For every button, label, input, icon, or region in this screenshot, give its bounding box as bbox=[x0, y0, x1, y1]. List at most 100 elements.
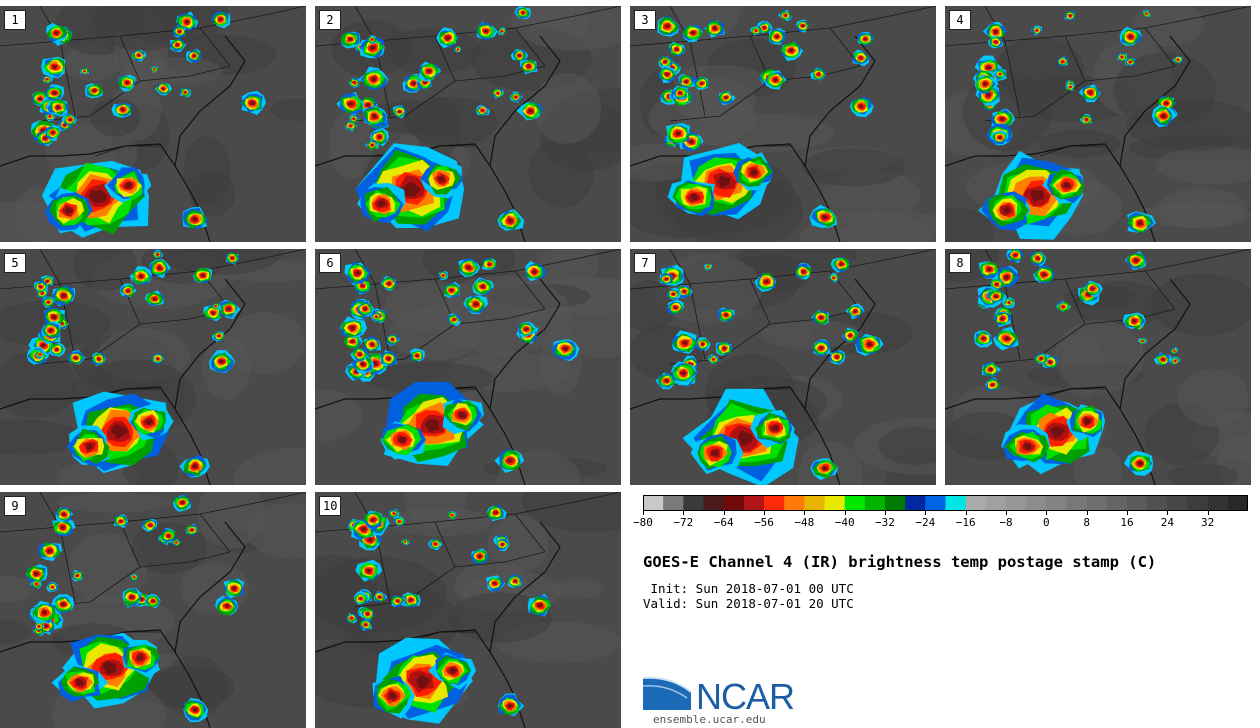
cloud-contour bbox=[819, 346, 823, 350]
cloud-contour bbox=[1091, 287, 1094, 290]
cloud-contour bbox=[839, 262, 843, 266]
colorbar-segment bbox=[663, 495, 684, 511]
cloud-contour bbox=[46, 78, 49, 81]
cloud-contour bbox=[665, 278, 668, 280]
cloud-contour bbox=[724, 313, 728, 317]
cloud-contour bbox=[1003, 206, 1010, 214]
cloud-contour bbox=[378, 596, 381, 598]
cloud-contour bbox=[434, 543, 437, 545]
coastline bbox=[945, 35, 1191, 242]
cloud-contour bbox=[74, 356, 78, 360]
cloud-contour bbox=[55, 348, 59, 351]
cloud-contour bbox=[1030, 189, 1045, 203]
cloud-contour bbox=[227, 307, 231, 311]
panel-label: 2 bbox=[319, 10, 341, 30]
cloud-contour bbox=[139, 274, 143, 278]
cloud-texture bbox=[760, 319, 863, 349]
cloud-contour bbox=[1004, 275, 1009, 279]
cloud-contour bbox=[148, 524, 152, 527]
panel-label: 9 bbox=[4, 496, 26, 516]
colorbar-segment bbox=[1127, 495, 1148, 511]
cloud-contour bbox=[93, 89, 96, 92]
cloud-contour bbox=[391, 338, 394, 341]
cloud-contour bbox=[817, 73, 820, 76]
cloud-contour bbox=[738, 430, 754, 446]
cloud-contour bbox=[192, 464, 197, 469]
cloud-contour bbox=[1005, 337, 1009, 341]
colorbar-tick bbox=[885, 511, 886, 515]
cloud-contour bbox=[1036, 257, 1040, 260]
panel-label: 10 bbox=[319, 496, 342, 516]
cloud-contour bbox=[1129, 34, 1133, 39]
cloud-contour bbox=[360, 284, 364, 288]
cloud-texture bbox=[1157, 187, 1246, 229]
colorbar-segment bbox=[1207, 495, 1229, 511]
cloud-contour bbox=[373, 361, 378, 366]
cloud-contour bbox=[453, 318, 455, 321]
cloud-contour bbox=[137, 54, 140, 57]
cloud-contour bbox=[713, 27, 717, 30]
stamp-panel-10: 10 bbox=[315, 492, 621, 728]
cloud-contour bbox=[371, 144, 374, 146]
colorbar-tick-label: 32 bbox=[1201, 516, 1215, 529]
cloud-contour bbox=[355, 271, 360, 275]
colorbar-tick bbox=[764, 511, 765, 515]
state-borders bbox=[0, 492, 306, 643]
cloud-texture bbox=[1155, 146, 1251, 185]
cloud-contour bbox=[83, 70, 86, 73]
cloud-contour bbox=[156, 357, 159, 360]
cloud-contour bbox=[190, 528, 193, 531]
cloud-texture bbox=[801, 148, 906, 187]
cloud-contour bbox=[348, 37, 352, 41]
cloud-contour bbox=[994, 295, 998, 298]
satellite-map bbox=[0, 492, 306, 728]
colorbar-tick-label: −56 bbox=[754, 516, 774, 529]
cloud-contour bbox=[446, 36, 450, 40]
cloud-contour bbox=[183, 91, 187, 94]
cloud-contour bbox=[359, 597, 362, 600]
cloud-contour bbox=[664, 61, 667, 63]
colorbar-segment bbox=[844, 495, 866, 511]
cloud-contour bbox=[411, 82, 416, 85]
figure-title: GOES-E Channel 4 (IR) brightness temp po… bbox=[643, 553, 1157, 571]
cloud-contour bbox=[514, 580, 517, 583]
cloud-contour bbox=[459, 412, 466, 419]
cloud-contour bbox=[38, 353, 42, 356]
cloud-contour bbox=[524, 327, 528, 331]
cloud-contour bbox=[370, 45, 375, 50]
cloud-contour bbox=[1161, 358, 1165, 361]
cloud-contour bbox=[62, 513, 66, 516]
cloud-texture bbox=[0, 419, 81, 456]
cloud-contour bbox=[352, 117, 356, 120]
colorbar-tick bbox=[1046, 511, 1048, 515]
colorbar-segment bbox=[723, 495, 745, 511]
cloud-texture bbox=[417, 96, 460, 160]
colorbar-segment bbox=[1026, 495, 1047, 511]
cloud-contour bbox=[765, 280, 768, 284]
colorbar-tick-labels: −80 −72 −64 −56 −48 −40 −32 −24 −16 −8 0 8 16 24 32 bbox=[633, 511, 1248, 531]
cloud-contour bbox=[994, 30, 998, 34]
cloud-contour bbox=[76, 679, 84, 686]
cloud-texture bbox=[1177, 369, 1249, 427]
cloud-contour bbox=[678, 91, 682, 95]
colorbar-tick-label: −8 bbox=[999, 516, 1013, 529]
cloud-contour bbox=[989, 368, 992, 371]
cloud-contour bbox=[46, 280, 49, 283]
cloud-contour bbox=[1014, 254, 1017, 257]
cloud-contour bbox=[64, 207, 74, 214]
colorbar-segment bbox=[885, 495, 906, 511]
cloud-contour bbox=[76, 574, 79, 577]
cloud-contour bbox=[853, 310, 857, 313]
colorbar-tick-label: 0 bbox=[1043, 516, 1050, 529]
cloud-contour bbox=[1023, 442, 1032, 450]
stamp-panel-9: 9 bbox=[0, 492, 306, 728]
cloud-contour bbox=[493, 582, 496, 585]
cloud-contour bbox=[998, 136, 1002, 139]
cloud-contour bbox=[500, 30, 504, 32]
cloud-contour bbox=[366, 613, 369, 615]
cloud-contour bbox=[1164, 101, 1168, 105]
cloud-contour bbox=[676, 131, 681, 136]
stamp-panel-5: 5 bbox=[0, 249, 306, 485]
panel-label: 6 bbox=[319, 253, 341, 273]
cloud-contour bbox=[717, 175, 731, 189]
